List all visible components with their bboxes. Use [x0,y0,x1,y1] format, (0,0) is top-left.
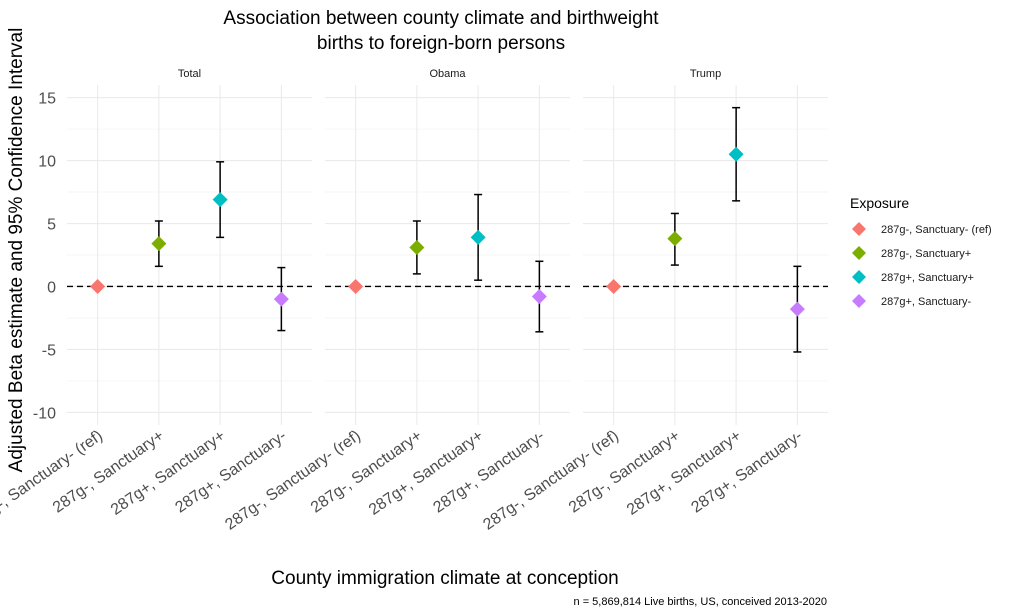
legend-item: 287g-, Sanctuary+ [852,246,971,260]
data-point [606,278,622,294]
legend-label: 287g-, Sanctuary+ [881,248,971,260]
legend-key [852,270,866,284]
legend-key [852,294,866,308]
data-point [273,291,289,307]
x-axis-label: County immigration climate at conception [271,568,618,589]
legend-key [852,222,866,236]
data-point [531,289,547,305]
facet-strip-label: Total [178,68,201,80]
data-point [667,231,683,247]
legend-item: 287g+, Sanctuary- [852,294,972,308]
data-point [789,301,805,317]
legend-item: 287g-, Sanctuary- (ref) [852,222,992,236]
x-tick-label: 287g-, Sanctuary+ [566,427,683,516]
x-tick-label: 287g+, Sanctuary+ [366,427,487,518]
x-tick-label: 287g+, Sanctuary+ [108,427,229,518]
x-tick-label: 287g-, Sanctuary+ [50,427,167,516]
chart-caption: n = 5,869,814 Live births, US, conceived… [574,596,827,608]
y-tick-label: 15 [38,91,56,108]
data-point [728,146,744,162]
legend-label: 287g-, Sanctuary- (ref) [881,224,992,236]
data-point [90,278,106,294]
legend-label: 287g+, Sanctuary- [881,296,972,308]
chart-title: Association between county climate and b… [223,8,659,29]
x-tick-label: 287g+, Sanctuary+ [624,427,745,518]
y-tick-label: -5 [42,342,56,359]
data-point [212,192,228,208]
y-axis-label: Adjusted Beta estimate and 95% Confidenc… [6,28,27,473]
x-tick-label: 287g+, Sanctuary- [688,427,805,516]
data-point [470,229,486,245]
legend-label: 287g+, Sanctuary+ [881,272,974,284]
y-tick-label: 0 [47,279,56,296]
y-tick-label: 5 [47,217,56,234]
chart-subtitle: births to foreign-born persons [317,33,565,54]
x-tick-label: 287g-, Sanctuary+ [308,427,425,516]
y-tick-label: 10 [38,154,56,171]
legend-key [852,246,866,260]
facet-strip-label: Obama [429,68,466,80]
legend-item: 287g+, Sanctuary+ [852,270,974,284]
facet-strip-label: Trump [690,68,721,80]
legend: Exposure 287g-, Sanctuary- (ref) 287g-, Sa… [850,195,992,308]
y-tick-label: -10 [33,405,56,422]
data-point [348,278,364,294]
data-point [151,236,167,252]
data-point [409,239,425,255]
legend-title: Exposure [850,195,909,211]
